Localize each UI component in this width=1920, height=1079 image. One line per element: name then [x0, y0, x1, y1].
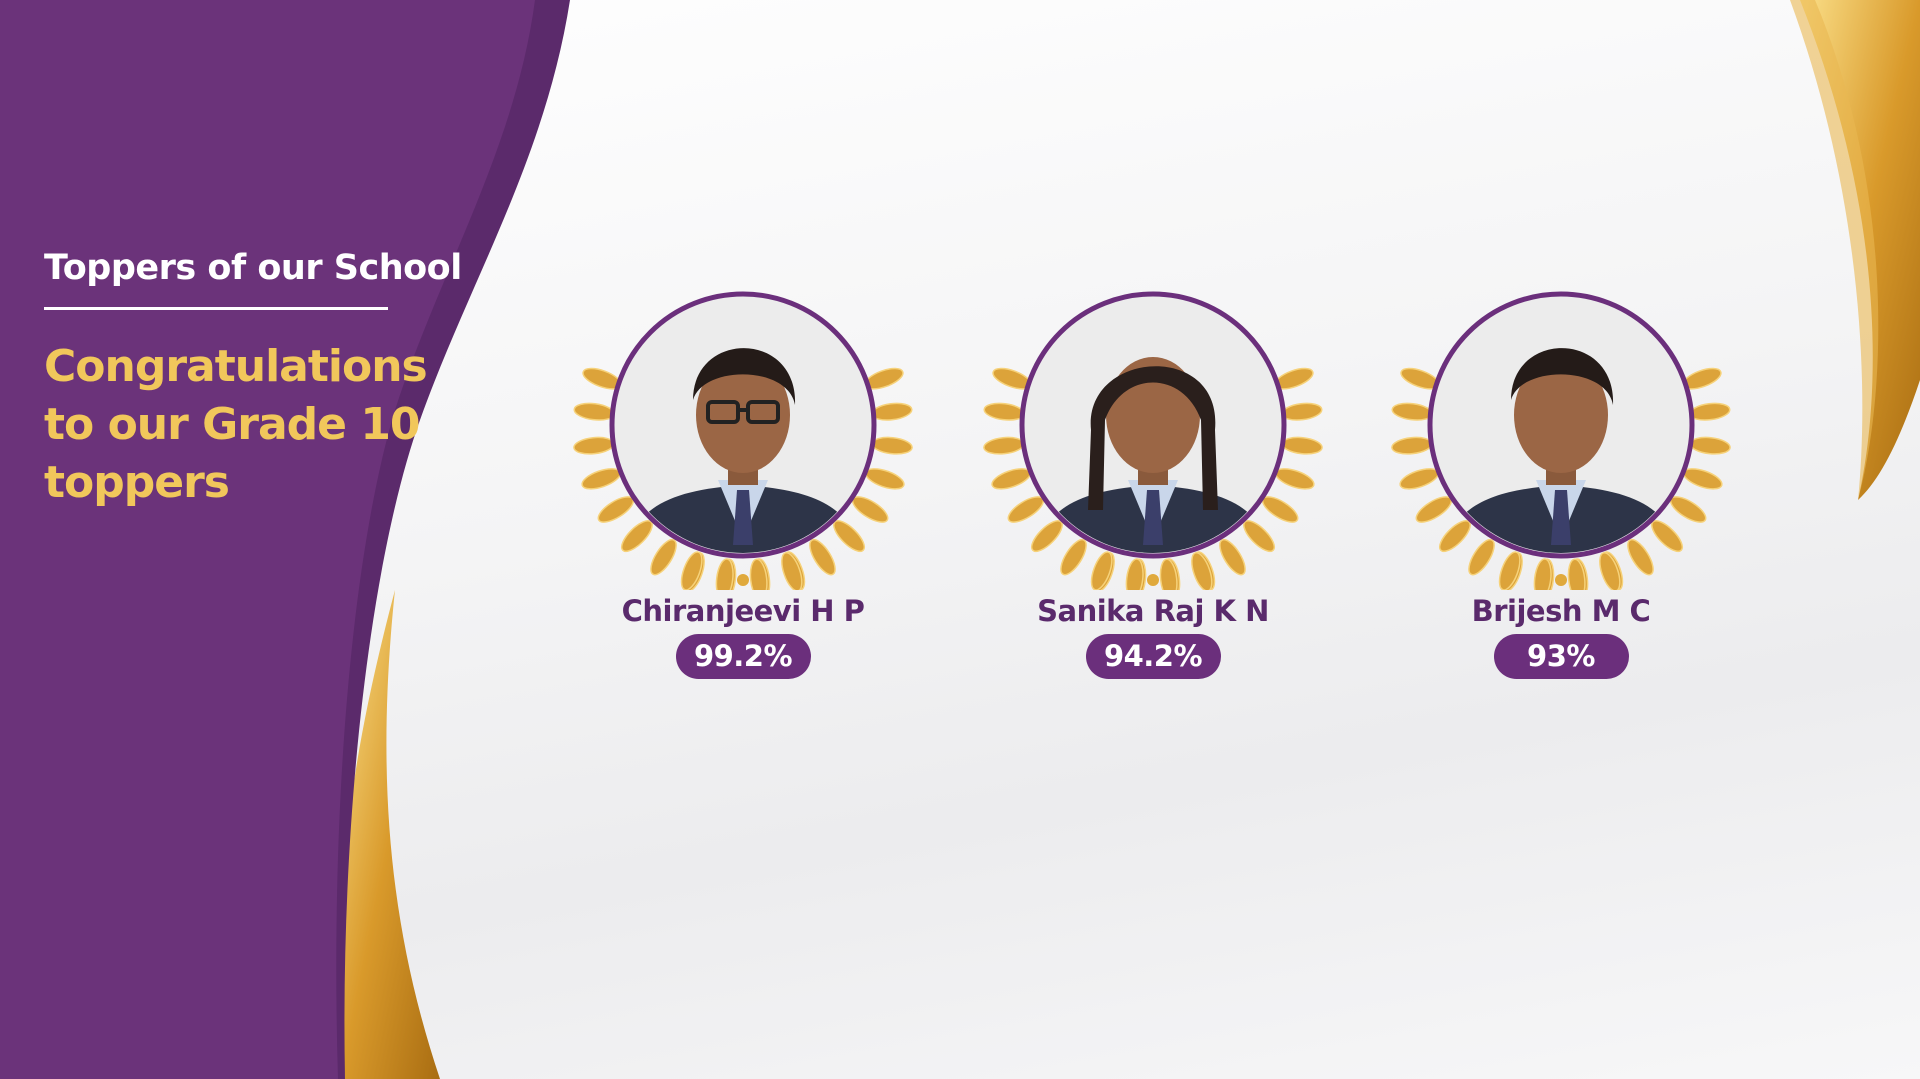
topper-card: Chiranjeevi H P 99.2%	[563, 290, 923, 679]
topper-card: Brijesh M C 93%	[1381, 290, 1741, 679]
topper-card: Sanika Raj K N 94.2%	[973, 290, 1333, 679]
laurel-wreath-icon	[1391, 367, 1731, 590]
page-title: Toppers of our School	[44, 248, 462, 288]
gold-swoosh-bottom	[340, 590, 440, 1079]
congratulations-text: Congratulations to our Grade 10 toppers	[44, 341, 428, 508]
topper-name: Sanika Raj K N	[1037, 594, 1269, 628]
purple-panel	[0, 0, 535, 1079]
gold-swoosh-top-right	[1800, 0, 1920, 500]
student-photo	[1033, 357, 1273, 553]
score-badge: 94.2%	[1085, 634, 1221, 679]
laurel-wreath-icon	[573, 367, 913, 590]
score-badge: 93%	[1493, 634, 1629, 679]
laurel-portrait	[1391, 291, 1731, 590]
score-badge: 99.2%	[675, 634, 811, 679]
topper-name: Brijesh M C	[1471, 594, 1651, 628]
laurel-portrait	[573, 291, 913, 590]
laurel-portrait	[983, 291, 1323, 590]
topper-name: Chiranjeevi H P	[621, 594, 865, 628]
title-underline	[44, 307, 388, 310]
laurel-wreath-icon	[983, 367, 1323, 590]
